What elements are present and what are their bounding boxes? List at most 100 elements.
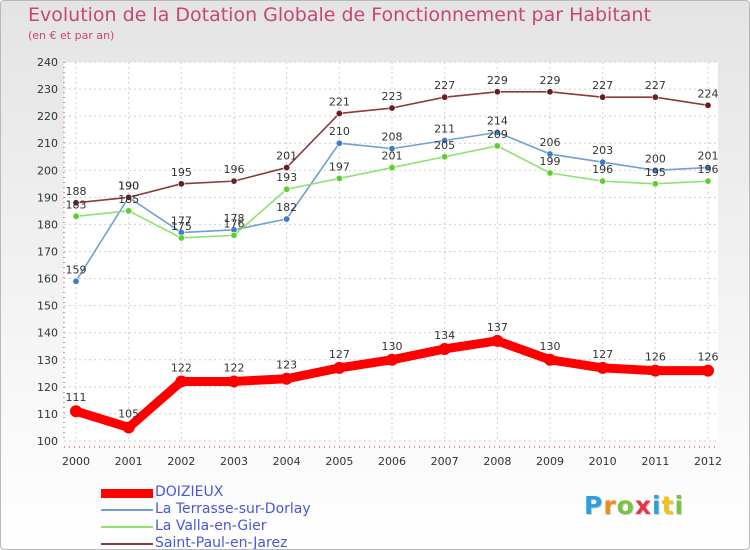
data-point-saint-paul-en-jarez (651, 93, 659, 101)
axes: 100 110 120 130 140 150 160 170 180 190 200 210 220 2… (37, 56, 722, 468)
logo-letter: o (616, 491, 635, 520)
chart-title: Evolution de la Dotation Globale de Fonc… (28, 4, 651, 26)
data-label-doizieux: 127 (329, 348, 350, 361)
x-tick-label: 2002 (167, 455, 195, 468)
chart-subtitle: (en € et par an) (28, 29, 115, 42)
data-point-doizieux (702, 364, 714, 377)
series-group (70, 88, 714, 434)
data-point-saint-paul-en-jarez (72, 199, 80, 207)
x-tick-label: 2004 (273, 455, 301, 468)
legend-swatch (101, 488, 153, 498)
data-point-saint-paul-en-jarez (599, 93, 607, 101)
data-point-doizieux (175, 375, 188, 388)
x-tick-label: 2010 (589, 455, 617, 468)
data-label-la-terrasse-sur-dorlay: 178 (224, 212, 245, 225)
data-label-saint-paul-en-jarez: 196 (224, 163, 245, 176)
data-label-doizieux: 127 (592, 348, 613, 361)
data-point-saint-paul-en-jarez (546, 88, 554, 96)
data-label-doizieux: 126 (645, 351, 666, 364)
data-point-la-valla-en-gier (704, 177, 712, 185)
logo-letter: r (603, 491, 617, 520)
data-point-saint-paul-en-jarez (125, 193, 133, 201)
x-tick-label: 2009 (536, 455, 564, 468)
data-label-la-terrasse-sur-dorlay: 177 (171, 215, 192, 228)
data-label-la-terrasse-sur-dorlay: 214 (487, 114, 508, 127)
y-tick-label: 110 (37, 408, 58, 421)
data-label-la-valla-en-gier: 205 (434, 139, 455, 152)
y-tick-label: 170 (37, 246, 58, 259)
data-point-la-valla-en-gier (177, 234, 185, 242)
data-label-saint-paul-en-jarez: 227 (645, 79, 666, 92)
data-label-la-valla-en-gier: 183 (66, 198, 87, 211)
data-label-la-valla-en-gier: 201 (382, 150, 403, 163)
legend-swatch (101, 543, 153, 545)
legend-label: Saint-Paul-en-Jarez (155, 535, 288, 550)
data-point-la-valla-en-gier (125, 207, 133, 215)
data-point-la-terrasse-sur-dorlay (651, 166, 659, 174)
data-point-la-valla-en-gier (335, 174, 343, 182)
data-label-doizieux: 130 (382, 340, 403, 353)
logo-letter: i (652, 491, 662, 520)
logo-letter: x (634, 491, 652, 520)
data-label-saint-paul-en-jarez: 188 (66, 185, 87, 198)
y-tick-label: 130 (37, 354, 58, 367)
data-label-la-valla-en-gier: 176 (224, 217, 245, 230)
data-label-la-terrasse-sur-dorlay: 208 (382, 131, 403, 144)
data-point-la-valla-en-gier (230, 231, 238, 239)
y-tick-label: 100 (37, 435, 58, 448)
y-tick-label: 150 (37, 300, 58, 313)
data-point-saint-paul-en-jarez (704, 101, 712, 109)
x-tick-label: 2003 (220, 455, 248, 468)
data-point-doizieux (122, 421, 135, 434)
data-label-la-terrasse-sur-dorlay: 206 (540, 136, 561, 149)
line-chart: 100 110 120 130 140 150 160 170 180 190 200 210 220 2… (37, 56, 722, 468)
data-point-la-valla-en-gier (493, 142, 501, 150)
logo-letter: t (661, 491, 675, 520)
legend-label: La Terrasse-sur-Dorlay (155, 501, 311, 517)
y-tick-label: 180 (37, 218, 58, 231)
data-label-doizieux: 126 (698, 351, 719, 364)
data-label-doizieux: 111 (66, 391, 87, 404)
data-label-la-terrasse-sur-dorlay: 159 (66, 263, 87, 276)
data-point-doizieux (280, 372, 293, 385)
data-label-la-valla-en-gier: 197 (329, 160, 350, 173)
data-label-la-valla-en-gier: 196 (592, 163, 613, 176)
data-point-doizieux (70, 405, 82, 418)
data-label-saint-paul-en-jarez: 195 (171, 166, 192, 179)
data-label-la-valla-en-gier: 199 (540, 155, 561, 168)
data-label-saint-paul-en-jarez: 201 (276, 150, 297, 163)
logo-letter: P (584, 491, 604, 520)
data-label-doizieux: 137 (487, 321, 508, 334)
legend-label: La Valla-en-Gier (155, 518, 267, 534)
y-tick-label: 120 (37, 381, 58, 394)
data-point-saint-paul-en-jarez (230, 177, 238, 185)
data-label-doizieux: 122 (171, 361, 192, 374)
data-point-la-valla-en-gier (651, 180, 659, 188)
data-label-saint-paul-en-jarez: 229 (487, 74, 508, 87)
data-label-la-valla-en-gier: 175 (171, 220, 192, 233)
data-point-la-valla-en-gier (283, 185, 291, 193)
data-point-saint-paul-en-jarez (441, 93, 449, 101)
data-point-saint-paul-en-jarez (177, 180, 185, 188)
data-label-la-valla-en-gier: 193 (276, 171, 297, 184)
data-point-la-valla-en-gier (388, 164, 396, 172)
data-label-saint-paul-en-jarez: 190 (118, 179, 139, 192)
data-point-la-terrasse-sur-dorlay (335, 139, 343, 147)
data-point-saint-paul-en-jarez (388, 104, 396, 112)
logo-letter: i (674, 491, 685, 520)
data-point-la-terrasse-sur-dorlay (388, 145, 396, 153)
legend-swatch (101, 509, 153, 511)
data-point-doizieux (386, 353, 398, 366)
x-tick-label: 2007 (431, 455, 459, 468)
x-tick-label: 2001 (115, 455, 143, 468)
data-point-doizieux (333, 361, 346, 374)
data-label-la-terrasse-sur-dorlay: 200 (645, 152, 666, 165)
data-label-la-valla-en-gier: 185 (118, 193, 139, 206)
data-label-la-valla-en-gier: 195 (645, 166, 666, 179)
data-label-doizieux: 105 (118, 407, 139, 420)
data-point-la-terrasse-sur-dorlay (72, 277, 80, 285)
data-label-doizieux: 134 (434, 329, 455, 342)
data-point-la-terrasse-sur-dorlay (704, 164, 712, 172)
